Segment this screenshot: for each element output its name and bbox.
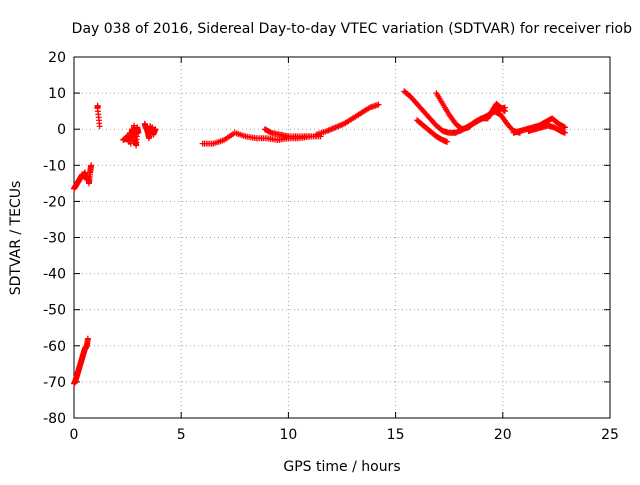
y-tick-label: -10 <box>43 158 66 174</box>
grid-layer <box>74 57 610 418</box>
y-tick-label: -50 <box>43 303 66 319</box>
series-track-15-17h-b <box>414 117 451 145</box>
x-axis-label: GPS time / hours <box>283 459 400 475</box>
series-early-track-2 <box>71 335 91 387</box>
x-tick-label: 25 <box>601 427 619 443</box>
data-point <box>306 133 313 140</box>
y-axis-label: SDTVAR / TECUs <box>8 181 24 296</box>
y-tick-label: -30 <box>43 231 66 247</box>
series-isolated-points <box>94 102 103 130</box>
y-tick-label: 0 <box>57 122 66 138</box>
y-tick-label: -80 <box>43 411 66 427</box>
series-early-track-1 <box>71 162 95 192</box>
y-tick-label: 10 <box>48 86 66 102</box>
ticks-layer: 0 5 10 15 20 25 -80 -70 -60 -50 -40 -30 -20 -10 0 10 20 <box>43 50 619 443</box>
data-point <box>501 104 508 111</box>
y-tick-label: -60 <box>43 339 66 355</box>
data-point <box>152 126 159 133</box>
series-cluster-2-3h <box>120 122 142 149</box>
data-point <box>135 129 142 136</box>
chart-title: Day 038 of 2016, Sidereal Day-to-day VTE… <box>72 21 632 37</box>
series-cluster-3-4h <box>141 120 159 142</box>
series-track-21-23h <box>525 122 568 136</box>
series-track-15-17h-a <box>401 88 466 136</box>
x-tick-label: 15 <box>387 427 405 443</box>
x-tick-label: 20 <box>494 427 512 443</box>
y-tick-label: -20 <box>43 194 66 210</box>
data-point <box>88 162 95 169</box>
x-tick-label: 5 <box>177 427 186 443</box>
y-tick-label: -70 <box>43 375 66 391</box>
y-tick-label: -40 <box>43 267 66 283</box>
x-tick-label: 10 <box>279 427 297 443</box>
series-main-track-11-14h <box>313 101 382 138</box>
data-point <box>561 129 568 136</box>
data-point <box>375 101 382 108</box>
data-point <box>560 123 567 130</box>
x-tick-label: 0 <box>70 427 79 443</box>
data-point <box>84 335 91 342</box>
y-tick-label: 20 <box>48 50 66 66</box>
data-point <box>96 123 103 130</box>
data-layer <box>71 88 568 387</box>
series-sub-track-9-11h <box>261 126 313 140</box>
data-point <box>444 138 451 145</box>
data-point <box>561 124 568 131</box>
